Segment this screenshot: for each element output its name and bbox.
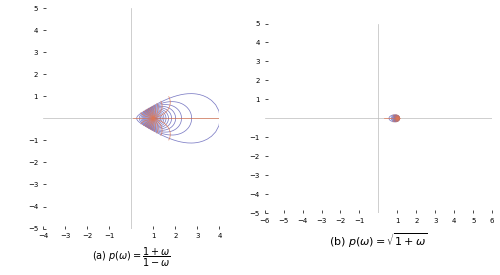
X-axis label: (a) $p(\omega) = \dfrac{1+\omega}{1-\omega}$: (a) $p(\omega) = \dfrac{1+\omega}{1-\ome… bbox=[92, 246, 170, 270]
X-axis label: (b) $p(\omega) = \sqrt{1+\omega}$: (b) $p(\omega) = \sqrt{1+\omega}$ bbox=[329, 231, 428, 250]
